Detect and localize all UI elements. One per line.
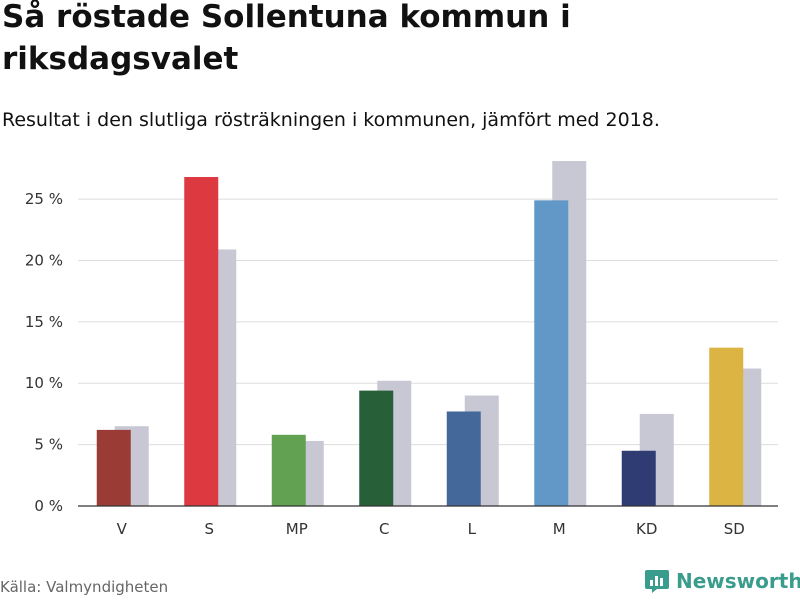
- y-tick-label: 0 %: [34, 497, 63, 515]
- x-tick-label: MP: [286, 520, 308, 538]
- x-tick-label: C: [379, 520, 389, 538]
- bar-chart-logo-icon: [645, 570, 669, 593]
- y-tick-label: 5 %: [34, 436, 63, 454]
- y-tick-label: 10 %: [25, 374, 63, 392]
- x-tick-label: KD: [636, 520, 657, 538]
- x-tick-label: S: [204, 520, 214, 538]
- x-tick-label: V: [117, 520, 128, 538]
- bar-2022-v: [96, 429, 131, 506]
- chart-subtitle: Resultat i den slutliga rösträkningen i …: [2, 109, 660, 131]
- source-note: Källa: Valmyndigheten: [0, 578, 169, 596]
- brand-logo: Newsworthy: [644, 568, 800, 594]
- bar-2022-s: [184, 177, 219, 506]
- y-tick-label: 25 %: [25, 190, 63, 208]
- bar-2022-sd: [709, 347, 744, 506]
- chart-title: Så röstade Sollentuna kommun i riksdagsv…: [2, 0, 571, 77]
- bar-2022-m: [534, 200, 569, 506]
- y-tick-label: 15 %: [25, 313, 63, 331]
- brand-name: Newsworthy: [676, 569, 800, 593]
- bar-2022-l: [446, 411, 481, 506]
- x-tick-label: SD: [724, 520, 745, 538]
- y-tick-label: 20 %: [25, 251, 63, 269]
- bar-2022-c: [359, 390, 394, 506]
- bar-2022-kd: [621, 450, 656, 506]
- bar-2022-mp: [271, 434, 306, 506]
- bar-chart: 0 % 5 % 10 % 15 % 20 % 25 % V S MP C L M KD SD: [25, 161, 778, 538]
- x-tick-label: L: [468, 520, 477, 538]
- x-tick-label: M: [553, 520, 566, 538]
